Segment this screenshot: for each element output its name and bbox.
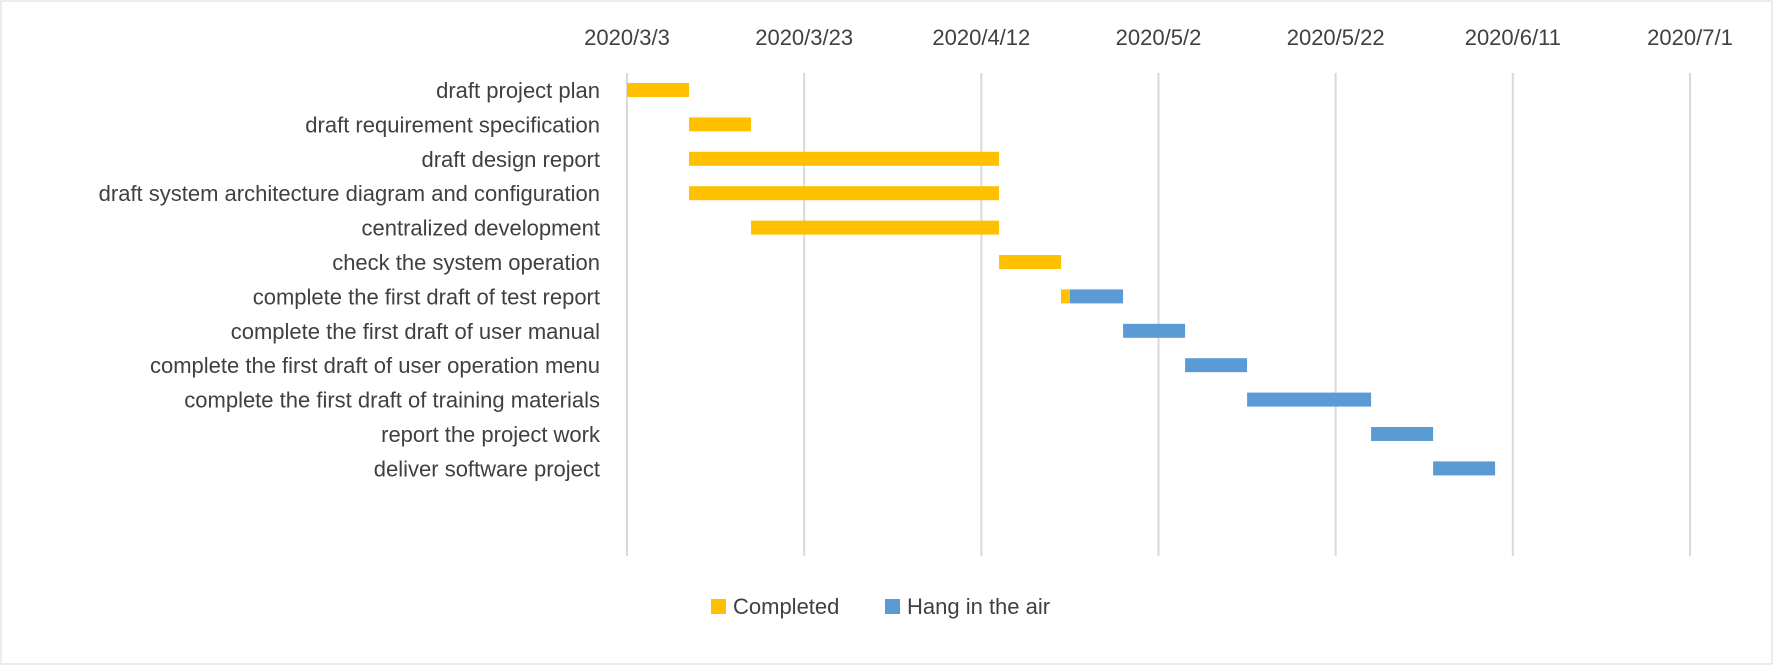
bar-completed [999, 255, 1062, 269]
task-label: centralized development [362, 216, 600, 241]
task-label: complete the first draft of user manual [231, 319, 600, 344]
x-tick-label: 2020/6/11 [1465, 25, 1561, 50]
task-label: draft requirement specification [305, 112, 600, 137]
x-tick-label: 2020/7/1 [1647, 25, 1733, 50]
bar-hang-in-the-air [1185, 358, 1248, 373]
task-label: check the system operation [332, 250, 600, 275]
bar-completed [689, 117, 752, 132]
task-label: draft design report [421, 147, 600, 172]
task-label: draft project plan [436, 78, 600, 103]
x-tick-label: 2020/3/3 [584, 25, 670, 50]
legend-label: Hang in the air [907, 594, 1050, 619]
bar-hang-in-the-air [1123, 323, 1186, 338]
x-tick-label: 2020/3/23 [755, 25, 853, 50]
x-tick-label: 2020/5/2 [1116, 25, 1202, 50]
task-label: deliver software project [374, 456, 600, 481]
bar-hang-in-the-air [1247, 392, 1372, 407]
bar-hang-in-the-air [1371, 427, 1434, 441]
task-label: draft system architecture diagram and co… [99, 181, 600, 206]
legend-swatch [885, 599, 900, 614]
bar-completed [1061, 289, 1070, 304]
bar-hang-in-the-air [1433, 461, 1496, 476]
legend: Completed Hang in the air [711, 594, 1050, 619]
x-tick-label: 2020/5/22 [1287, 25, 1385, 50]
legend-label: Completed [733, 594, 839, 619]
bar-completed [689, 151, 1000, 166]
y-axis-category-labels: draft project plan draft requirement spec… [99, 78, 601, 481]
bar-hang-in-the-air [1069, 289, 1124, 304]
bar-completed [689, 186, 1000, 201]
task-label: complete the first draft of user operati… [150, 353, 600, 378]
task-label: complete the first draft of test report [253, 284, 600, 309]
bar-completed [751, 220, 1000, 235]
task-label: complete the first draft of training mat… [184, 388, 600, 413]
x-axis-tick-labels: 2020/3/3 2020/3/23 2020/4/12 2020/5/2 2020/5… [584, 25, 1733, 50]
task-bars [627, 83, 1496, 476]
bar-completed [627, 83, 690, 97]
legend-swatch [711, 599, 726, 614]
task-label: report the project work [381, 422, 601, 447]
x-tick-label: 2020/4/12 [932, 25, 1030, 50]
